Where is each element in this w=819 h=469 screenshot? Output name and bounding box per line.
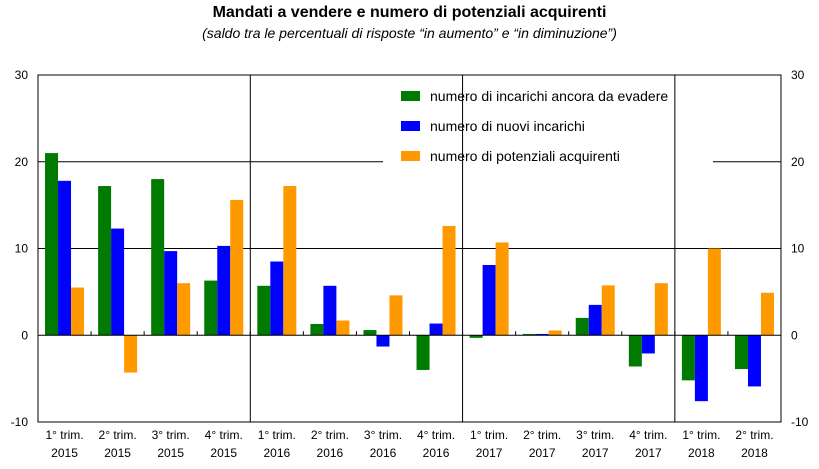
legend-label: numero di nuovi incarichi [430, 118, 585, 134]
bar [283, 186, 297, 336]
bar [151, 179, 165, 336]
bar [270, 261, 284, 336]
x-tick-label-year: 2018 [688, 446, 715, 460]
y-tick-label-left: 10 [15, 242, 29, 256]
bar [45, 153, 59, 336]
x-tick-label-year: 2017 [635, 446, 662, 460]
x-tick-label: 2° trim. [735, 428, 773, 442]
bar [363, 330, 377, 336]
bar [575, 317, 589, 336]
x-tick-label: 4° trim. [629, 428, 667, 442]
bar [694, 335, 708, 402]
bar [760, 292, 774, 336]
legend-swatch [401, 151, 420, 161]
bar [310, 323, 324, 336]
bar [747, 335, 761, 387]
bar [336, 320, 350, 336]
x-tick-label-year: 2017 [582, 446, 609, 460]
x-tick-label: 3° trim. [152, 428, 190, 442]
bar [177, 283, 191, 336]
bar [204, 280, 218, 336]
plot-frame [37, 74, 782, 423]
x-tick-label: 3° trim. [576, 428, 614, 442]
x-tick-label-year: 2018 [741, 446, 768, 460]
y-tick-label-left: 30 [15, 68, 29, 82]
bar [641, 335, 655, 354]
y-tick-label-right: 30 [791, 68, 805, 82]
bar [376, 335, 390, 347]
bar [482, 264, 496, 336]
y-tick-label-right: 10 [791, 242, 805, 256]
bar [588, 304, 602, 336]
x-tick-label-year: 2015 [51, 446, 78, 460]
x-tick-label: 1° trim. [45, 428, 83, 442]
bar [707, 248, 721, 336]
bar [389, 295, 403, 336]
legend-swatch [401, 91, 420, 101]
bar [654, 283, 668, 336]
bar [323, 285, 337, 336]
x-tick-label-year: 2015 [210, 446, 237, 460]
bar [164, 251, 178, 336]
bar [230, 199, 244, 336]
bar [442, 225, 456, 336]
y-tick-label-left: -10 [11, 415, 29, 429]
x-tick-label: 2° trim. [311, 428, 349, 442]
x-tick-label: 2° trim. [99, 428, 137, 442]
bar [535, 333, 549, 336]
bar [548, 330, 562, 336]
chart-subtitle: (saldo tra le percentuali di risposte “i… [202, 25, 617, 41]
bar [601, 285, 615, 336]
bar [681, 335, 695, 381]
y-tick-label-right: 20 [791, 155, 805, 169]
bar [257, 285, 271, 336]
bar [522, 333, 536, 336]
x-tick-label: 3° trim. [364, 428, 402, 442]
y-tick-label-right: -10 [791, 415, 809, 429]
bar [734, 335, 748, 370]
bar [217, 245, 231, 336]
bar [416, 335, 430, 370]
x-tick-label: 4° trim. [417, 428, 455, 442]
x-tick-label: 1° trim. [682, 428, 720, 442]
x-tick-label: 4° trim. [205, 428, 243, 442]
legend-label: numero di potenziali acquirenti [430, 148, 620, 164]
x-tick-label: 2° trim. [523, 428, 561, 442]
y-tick-label-left: 0 [21, 328, 28, 342]
x-tick-label-year: 2016 [263, 446, 290, 460]
x-tick-label-year: 2016 [423, 446, 450, 460]
chart-title: Mandati a vendere e numero di potenziali… [212, 4, 607, 21]
bar [111, 228, 125, 336]
y-tick-label-left: 20 [15, 155, 29, 169]
x-tick-label: 1° trim. [258, 428, 296, 442]
legend-background [383, 82, 713, 174]
bar [71, 287, 85, 336]
bar [628, 335, 642, 367]
y-tick-label-right: 0 [791, 328, 798, 342]
x-tick-label-year: 2015 [157, 446, 184, 460]
x-tick-label-year: 2015 [104, 446, 131, 460]
bar [124, 335, 138, 373]
x-tick-label-year: 2017 [529, 446, 556, 460]
bar [98, 186, 112, 336]
bar [58, 180, 72, 336]
x-tick-label-year: 2017 [476, 446, 503, 460]
x-tick-label-year: 2016 [370, 446, 397, 460]
bar [495, 242, 509, 336]
legend-swatch [401, 121, 420, 131]
x-tick-label-year: 2016 [317, 446, 344, 460]
bar [429, 323, 443, 336]
legend-label: numero di incarichi ancora da evadere [430, 88, 668, 104]
bar [469, 335, 483, 338]
x-tick-label: 1° trim. [470, 428, 508, 442]
